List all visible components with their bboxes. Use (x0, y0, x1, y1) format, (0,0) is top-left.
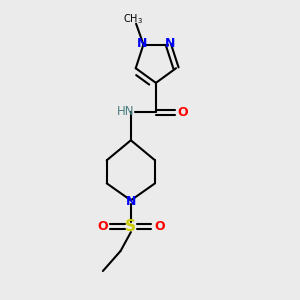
Text: O: O (178, 106, 188, 119)
Text: N: N (165, 37, 175, 50)
Text: N: N (136, 37, 147, 50)
Text: O: O (154, 220, 165, 233)
Text: O: O (97, 220, 108, 233)
Text: N: N (126, 195, 136, 208)
Text: S: S (125, 219, 136, 234)
Text: CH$_3$: CH$_3$ (123, 12, 143, 26)
Text: HN: HN (117, 105, 134, 118)
